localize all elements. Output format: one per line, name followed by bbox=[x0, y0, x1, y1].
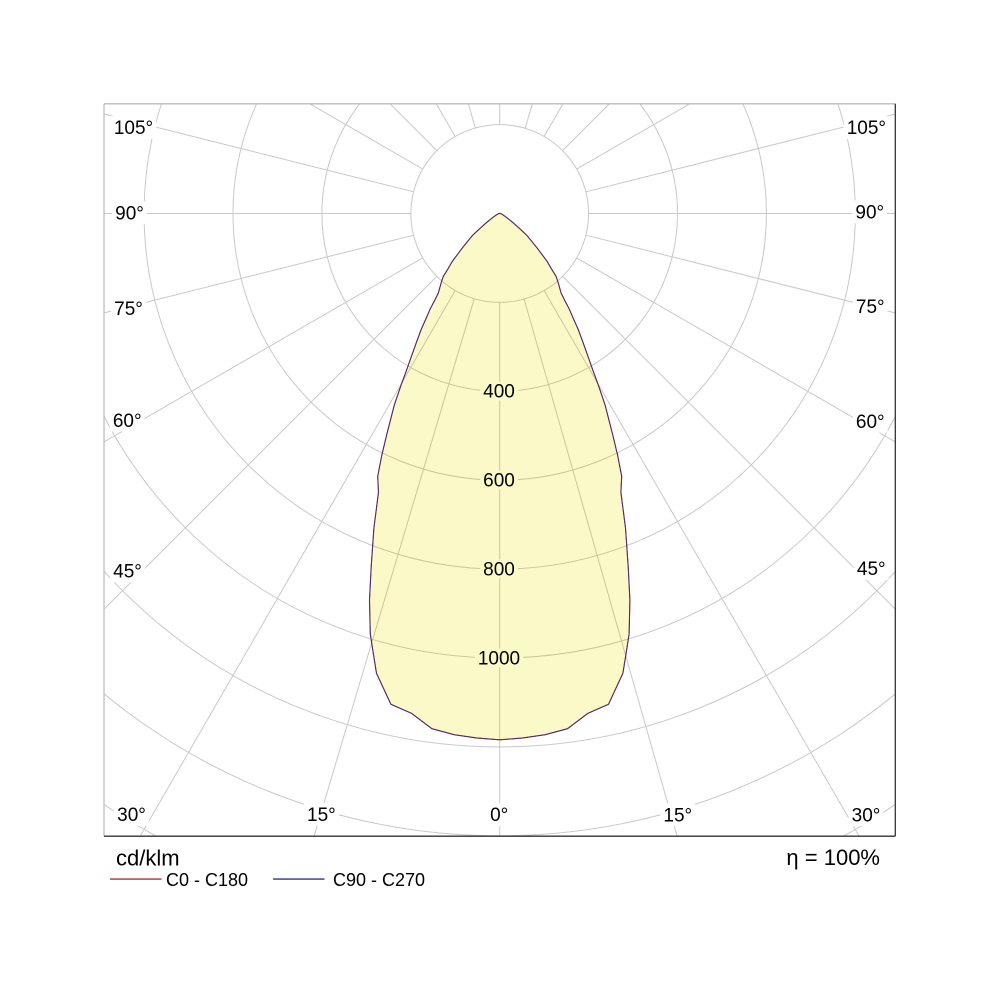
svg-text:105°: 105° bbox=[847, 118, 886, 139]
svg-text:800: 800 bbox=[483, 560, 515, 581]
svg-text:400: 400 bbox=[483, 382, 515, 403]
svg-text:1000: 1000 bbox=[478, 648, 520, 669]
svg-text:75°: 75° bbox=[856, 297, 885, 318]
svg-text:15°: 15° bbox=[307, 805, 336, 826]
svg-text:C90 - C270: C90 - C270 bbox=[333, 870, 425, 890]
svg-text:C0 - C180: C0 - C180 bbox=[166, 870, 248, 890]
svg-text:105°: 105° bbox=[114, 118, 153, 139]
svg-text:30°: 30° bbox=[117, 805, 146, 826]
svg-text:600: 600 bbox=[483, 471, 515, 492]
svg-text:90°: 90° bbox=[115, 203, 144, 224]
svg-text:15°: 15° bbox=[663, 805, 692, 826]
svg-text:cd/klm: cd/klm bbox=[116, 846, 180, 871]
svg-text:η = 100%: η = 100% bbox=[786, 845, 880, 870]
svg-text:75°: 75° bbox=[114, 299, 143, 320]
svg-text:30°: 30° bbox=[852, 805, 881, 826]
svg-text:0°: 0° bbox=[490, 805, 508, 826]
svg-text:60°: 60° bbox=[113, 411, 142, 432]
svg-text:90°: 90° bbox=[855, 202, 884, 223]
svg-text:45°: 45° bbox=[857, 559, 886, 580]
svg-text:60°: 60° bbox=[856, 412, 885, 433]
svg-text:45°: 45° bbox=[113, 561, 142, 582]
